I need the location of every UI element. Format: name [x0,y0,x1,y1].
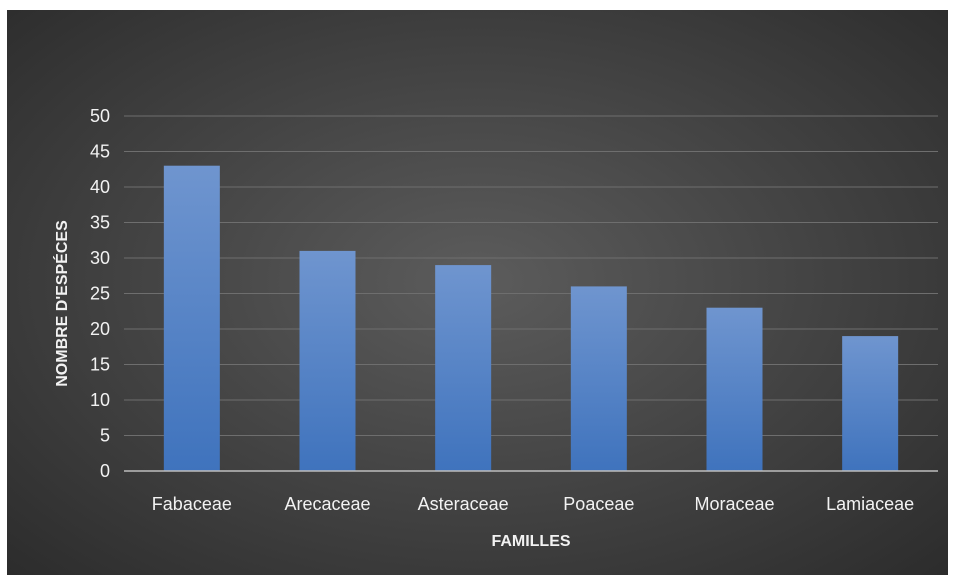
y-tick-label: 30 [90,248,110,268]
x-tick-label: Lamiaceae [826,494,914,514]
x-axis-ticks: Fabaceae Arecaceae Asteraceae Poaceae Morace… [152,494,914,514]
bar-lamiaceae [842,336,899,471]
bar-poaceae [570,286,627,471]
y-tick-label: 0 [100,461,110,481]
bar-fabaceae [163,165,220,471]
y-tick-label: 25 [90,284,110,304]
x-tick-label: Asteraceae [418,494,509,514]
y-tick-label: 5 [100,426,110,446]
x-tick-label: Poaceae [563,494,634,514]
y-axis-title: NOMBRE D'ESPÉCES [52,220,71,387]
bars [163,165,899,471]
bar-chart: 0 5 10 15 20 25 30 35 40 45 50 Fabaceae Arecaceae As… [52,106,938,550]
y-tick-label: 40 [90,177,110,197]
chart-area: 0 5 10 15 20 25 30 35 40 45 50 Fabaceae Arecaceae As… [7,10,948,575]
bar-arecaceae [299,250,356,471]
y-tick-label: 15 [90,355,110,375]
y-tick-label: 10 [90,390,110,410]
x-tick-label: Fabaceae [152,494,232,514]
x-tick-label: Arecaceae [284,494,370,514]
y-tick-label: 45 [90,142,110,162]
y-tick-label: 20 [90,319,110,339]
bar-asteraceae [435,265,492,471]
y-tick-label: 35 [90,213,110,233]
x-axis-title: FAMILLES [491,533,570,550]
y-tick-label: 50 [90,106,110,126]
x-tick-label: Moraceae [694,494,774,514]
y-axis-ticks: 0 5 10 15 20 25 30 35 40 45 50 [90,106,110,481]
gridlines [124,115,938,436]
bar-moraceae [706,307,763,471]
